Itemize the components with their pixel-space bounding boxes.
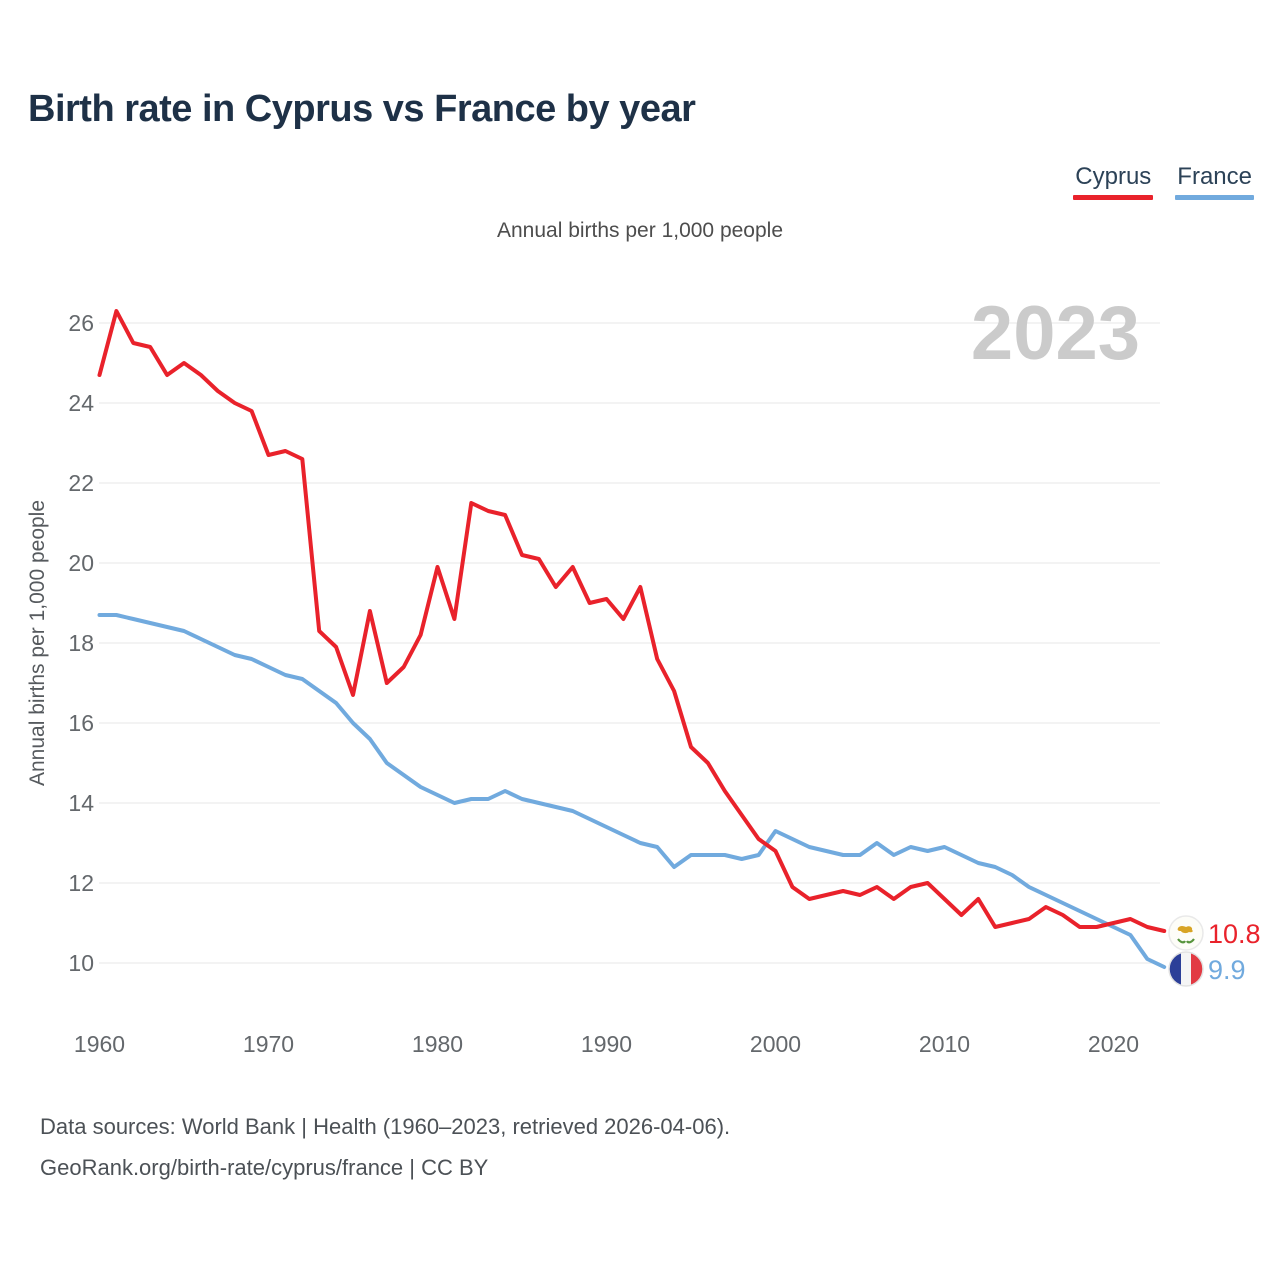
legend-item-cyprus[interactable]: Cyprus [1073,163,1154,200]
page-title: Birth rate in Cyprus vs France by year [28,88,696,130]
legend: Cyprus France [1073,163,1254,200]
y-tick-label-20: 20 [68,550,94,576]
chart-subtitle: Annual births per 1,000 people [496,219,784,242]
y-tick-label-18: 18 [68,630,94,656]
y-tick-label-22: 22 [68,470,94,496]
y-tick-label-24: 24 [68,390,94,416]
legend-item-france[interactable]: France [1175,163,1254,200]
chart-area: 2023 Annual births per 1,000 people 10 12… [26,291,1261,1057]
x-tick-label-2010: 2010 [919,1031,970,1057]
y-tick-label-14: 14 [68,790,94,816]
chart-canvas: 2023 Annual births per 1,000 people 10 12… [26,291,1261,1057]
tick-layer: 10 12 14 16 18 20 22 24 26 1960 1970 1980 1990 2000 20… [68,310,1139,1057]
grid-layer [99,322,1160,964]
watermark-year: 2023 [971,291,1140,376]
footer: Data sources: World Bank | Health (1960–… [40,1106,730,1188]
france-end-value: 9.9 [1208,955,1246,985]
y-tick-label-12: 12 [68,870,94,896]
cyprus-end-value: 10.8 [1208,919,1261,949]
y-tick-label-10: 10 [68,950,94,976]
legend-swatch-cyprus [1073,195,1154,200]
cyprus-flag-icon [1168,915,1204,951]
x-tick-label-1960: 1960 [74,1031,125,1057]
legend-label-cyprus: Cyprus [1075,163,1152,190]
y-axis-title: Annual births per 1,000 people [26,500,49,786]
legend-label-france: France [1177,163,1252,190]
x-tick-label-2000: 2000 [750,1031,801,1057]
y-tick-label-26: 26 [68,310,94,336]
france-flag-icon [1168,951,1204,987]
footer-attribution: GeoRank.org/birth-rate/cyprus/france | C… [40,1155,489,1180]
x-tick-label-1970: 1970 [243,1031,294,1057]
y-tick-label-16: 16 [68,710,94,736]
series-layer [97,309,1167,969]
legend-swatch-france [1175,195,1254,200]
x-tick-label-1990: 1990 [581,1031,632,1057]
france-line[interactable] [97,613,1167,969]
x-tick-label-2020: 2020 [1088,1031,1139,1057]
x-tick-label-1980: 1980 [412,1031,463,1057]
cyprus-line[interactable] [97,309,1167,933]
footer-sources: Data sources: World Bank | Health (1960–… [40,1114,731,1139]
